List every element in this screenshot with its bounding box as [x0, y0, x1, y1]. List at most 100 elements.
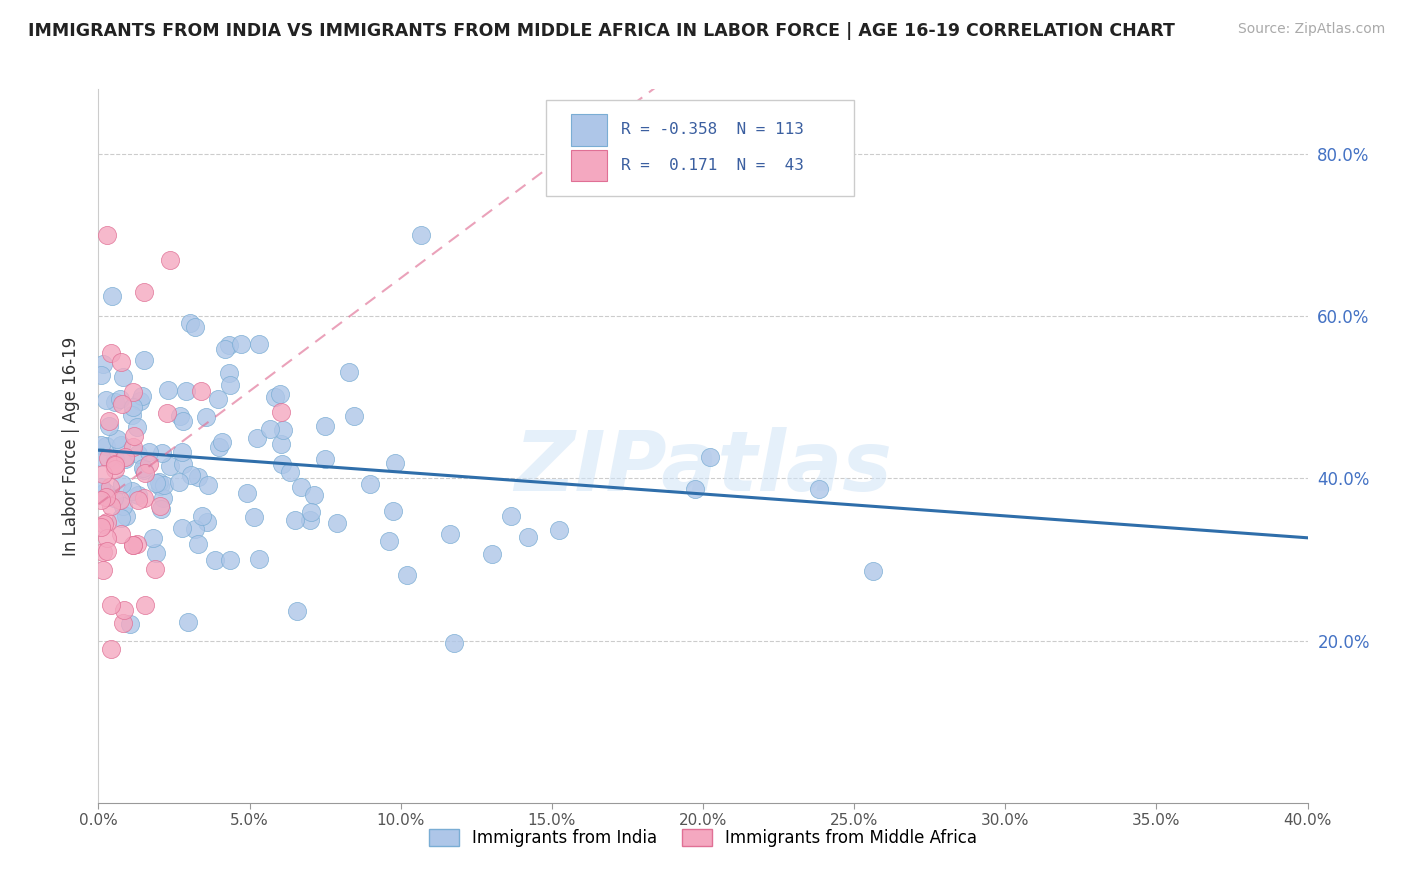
Point: [174, 384, 197, 398]
Point: [104, 394, 127, 409]
Point: [197, 477, 219, 491]
Point: [100, 641, 122, 656]
Point: [153, 477, 176, 491]
Point: [219, 553, 242, 567]
FancyBboxPatch shape: [546, 100, 855, 196]
Point: [134, 463, 156, 477]
Text: R =  0.171  N =  43: R = 0.171 N = 43: [621, 158, 804, 173]
Point: [127, 537, 149, 551]
Point: [378, 533, 401, 548]
Point: [121, 409, 143, 423]
Point: [94, 485, 117, 500]
Point: [501, 508, 523, 523]
Point: [110, 511, 132, 525]
Point: [100, 288, 122, 302]
Point: [91, 563, 114, 577]
Point: [384, 456, 406, 470]
Point: [194, 410, 217, 425]
Point: [110, 355, 132, 369]
Point: [121, 400, 143, 414]
Point: [91, 467, 114, 481]
Point: [172, 414, 194, 428]
Point: [246, 431, 269, 445]
Point: [90, 480, 112, 494]
Point: [104, 451, 127, 466]
Point: [271, 423, 294, 437]
Point: [204, 553, 226, 567]
Point: [114, 508, 136, 523]
Point: [314, 419, 336, 434]
Point: [111, 397, 134, 411]
Point: [159, 253, 181, 268]
Point: [207, 392, 229, 406]
Point: [481, 547, 503, 561]
Text: IMMIGRANTS FROM INDIA VS IMMIGRANTS FROM MIDDLE AFRICA IN LABOR FORCE | AGE 16-1: IMMIGRANTS FROM INDIA VS IMMIGRANTS FROM…: [28, 22, 1175, 40]
Point: [121, 483, 143, 498]
Point: [290, 480, 312, 494]
Point: [127, 488, 149, 502]
Point: [132, 353, 155, 368]
Point: [187, 469, 209, 483]
Point: [439, 526, 461, 541]
Point: [103, 491, 125, 505]
Point: [118, 616, 141, 631]
Point: [302, 488, 325, 502]
Point: [183, 522, 205, 536]
Point: [100, 598, 122, 612]
Point: [96, 393, 118, 408]
Point: [269, 387, 291, 401]
Point: [110, 438, 132, 452]
Point: [122, 429, 145, 443]
Point: [96, 228, 118, 243]
Point: [278, 465, 301, 479]
Point: [219, 378, 242, 392]
FancyBboxPatch shape: [571, 150, 607, 181]
Point: [326, 516, 349, 530]
Point: [114, 452, 136, 467]
Point: [862, 564, 884, 578]
Point: [110, 527, 132, 541]
Point: [143, 562, 166, 576]
Point: [110, 392, 132, 406]
Point: [104, 458, 127, 472]
Point: [96, 531, 118, 545]
Point: [134, 467, 156, 481]
Text: R = -0.358  N = 113: R = -0.358 N = 113: [621, 122, 804, 137]
Point: [170, 521, 193, 535]
Point: [138, 458, 160, 472]
Point: [145, 546, 167, 560]
Point: [104, 457, 127, 471]
Point: [134, 598, 156, 612]
Point: [104, 462, 127, 476]
Point: [359, 477, 381, 491]
Point: [90, 519, 112, 533]
Point: [125, 419, 148, 434]
Point: [149, 499, 172, 513]
Point: [159, 459, 181, 474]
Point: [90, 368, 112, 382]
Point: [516, 530, 538, 544]
Point: [184, 319, 207, 334]
Point: [314, 451, 336, 466]
Point: [270, 405, 292, 419]
Point: [98, 480, 121, 494]
Point: [191, 509, 214, 524]
Point: [91, 357, 114, 371]
Point: [284, 513, 307, 527]
Point: [179, 316, 201, 330]
Point: [93, 516, 115, 531]
Point: [270, 436, 292, 450]
Point: [132, 461, 155, 475]
Point: [211, 435, 233, 450]
Point: [247, 337, 270, 351]
Point: [443, 636, 465, 650]
Point: [131, 388, 153, 402]
Point: [180, 468, 202, 483]
Point: [138, 444, 160, 458]
Text: ZIPatlas: ZIPatlas: [515, 427, 891, 508]
Point: [111, 615, 134, 630]
Point: [190, 384, 212, 398]
Point: [214, 342, 236, 356]
Point: [108, 493, 131, 508]
Point: [409, 227, 432, 242]
